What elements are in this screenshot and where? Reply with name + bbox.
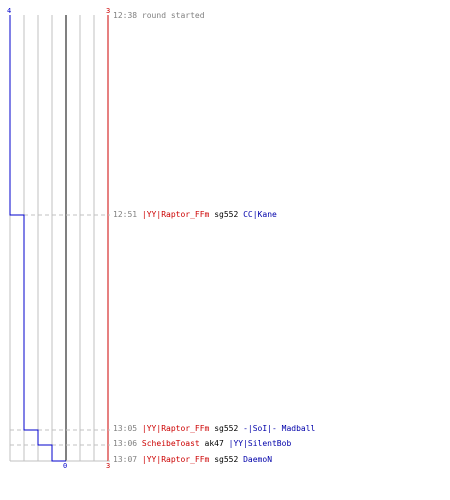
event-dashes bbox=[10, 214, 110, 462]
killer-name: |YY|Raptor_FFm bbox=[141, 455, 210, 464]
event-row-round-start: 12:38 round started bbox=[113, 11, 205, 21]
event-time: 13:06 bbox=[113, 439, 138, 448]
victim-name: CC|Kane bbox=[243, 210, 277, 219]
event-text: round started bbox=[141, 11, 205, 20]
event-time: 12:38 bbox=[113, 11, 138, 20]
red-bottom-label: 3 bbox=[106, 462, 110, 470]
victim-name: -|SoI|- Madball bbox=[243, 424, 316, 433]
event-row-kill: 13:06 ScheibeToast ak47 |YY|SilentBob bbox=[113, 439, 291, 449]
victim-name: |YY|SilentBob bbox=[228, 439, 292, 448]
event-time: 13:07 bbox=[113, 455, 138, 464]
weapon-name: sg552 bbox=[214, 210, 239, 219]
killer-name: ScheibeToast bbox=[141, 439, 200, 448]
event-row-kill: 12:51 |YY|Raptor_FFm sg552 CC|Kane bbox=[113, 210, 277, 220]
victim-name: DaemoN bbox=[243, 455, 273, 464]
blue-top-label: 4 bbox=[7, 7, 11, 15]
scale-labels: 4 3 0 3 bbox=[7, 7, 110, 470]
chart-grid bbox=[9, 15, 109, 462]
weapon-name: sg552 bbox=[214, 455, 239, 464]
center-bottom-label: 0 bbox=[63, 462, 67, 470]
killer-name: |YY|Raptor_FFm bbox=[141, 210, 210, 219]
event-time: 12:51 bbox=[113, 210, 138, 219]
weapon-name: ak47 bbox=[204, 439, 224, 448]
killer-name: |YY|Raptor_FFm bbox=[141, 424, 210, 433]
event-time: 13:05 bbox=[113, 424, 138, 433]
red-top-label: 3 bbox=[106, 7, 110, 15]
blue-team-score-line bbox=[9, 15, 66, 462]
event-row-kill: 13:07 |YY|Raptor_FFm sg552 DaemoN bbox=[113, 455, 272, 465]
weapon-name: sg552 bbox=[214, 424, 239, 433]
event-row-kill: 13:05 |YY|Raptor_FFm sg552 -|SoI|- Madba… bbox=[113, 424, 315, 434]
